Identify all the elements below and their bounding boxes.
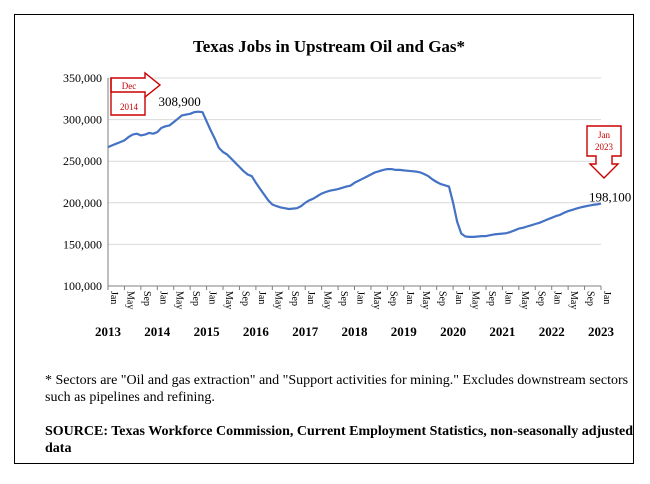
line-chart: Texas Jobs in Upstream Oil and Gas* 100,… [63, 37, 631, 339]
x-tick-label: Sep [239, 291, 250, 306]
footnote: * Sectors are "Oil and gas extraction" a… [45, 373, 629, 405]
y-tick-label: 300,000 [63, 113, 102, 127]
x-tick-label: Sep [585, 291, 596, 306]
annotation-jan-2023: Jan 2023 198,100 [586, 125, 631, 205]
x-tick-label: Sep [535, 291, 546, 306]
y-tick-label: 200,000 [63, 196, 102, 210]
x-tick-label: May [322, 291, 333, 309]
x-year-label: 2019 [391, 324, 418, 339]
x-tick-label: Sep [387, 291, 398, 306]
x-tick-label: May [272, 291, 283, 309]
x-year-label: 2016 [243, 324, 270, 339]
x-tick-label: Sep [141, 291, 152, 306]
x-year-label: 2017 [292, 324, 319, 339]
x-tick-label: May [519, 291, 530, 309]
source-note: SOURCE: Texas Workforce Commission, Curr… [45, 424, 634, 456]
x-tick-label: Jan [305, 291, 316, 304]
x-year-label: 2014 [144, 324, 171, 339]
x-tick-label: Sep [338, 291, 349, 306]
x-year-label: 2021 [489, 324, 515, 339]
x-tick-label: Jan [108, 291, 119, 304]
x-tick-label: May [568, 291, 579, 309]
x-tick-label: May [420, 291, 431, 309]
x-tick-label: May [371, 291, 382, 309]
x-tick-label: Jan [207, 291, 218, 304]
x-year-label: 2018 [342, 324, 369, 339]
x-tick-label: Jan [157, 291, 168, 304]
x-tick-label: Jan [502, 291, 513, 304]
annotation-label: 2023 [595, 142, 614, 152]
x-tick-label: Sep [190, 291, 201, 306]
annotations: Dec 2014 308,900 Jan 2023 198,100 [110, 71, 631, 205]
annotation-arrow-down [586, 125, 622, 179]
x-tick-label: Sep [289, 291, 300, 306]
x-tick-label: Sep [437, 291, 448, 306]
annotation-arrow-right [110, 71, 162, 99]
x-year-label: 2022 [539, 324, 565, 339]
chart-title: Texas Jobs in Upstream Oil and Gas* [193, 37, 465, 56]
x-tick-label: Jan [404, 291, 415, 304]
annotation-dec-2014: Dec 2014 308,900 [110, 71, 201, 116]
x-tick-label: Jan [453, 291, 464, 304]
annotation-label: 2014 [120, 102, 139, 112]
x-tick-label: Jan [552, 291, 563, 304]
x-year-label: 2020 [440, 324, 466, 339]
y-axis: 100,000 150,000 200,000 250,000 300,000 350,0… [63, 71, 109, 293]
x-tick-label: Jan [256, 291, 267, 304]
series-group [107, 110, 602, 238]
x-tick-label: Jan [355, 291, 366, 304]
x-axis: Jan May Sep Jan May Sep Jan May Sep Jan May Sep Jan M… [95, 286, 615, 339]
y-tick-label: 350,000 [63, 71, 102, 85]
x-tick-label: Jan [601, 291, 612, 304]
x-tick-label: May [223, 291, 234, 309]
annotation-label: Dec [122, 81, 137, 91]
x-tick-label: May [174, 291, 185, 309]
x-year-label: 2015 [194, 324, 221, 339]
x-year-label: 2023 [588, 324, 615, 339]
annotation-box [110, 78, 146, 116]
x-tick-label: May [124, 291, 135, 309]
y-tick-label: 150,000 [63, 237, 102, 251]
annotation-label: Jan [598, 130, 610, 140]
y-tick-label: 100,000 [63, 279, 102, 293]
x-tick-label: Sep [486, 291, 497, 306]
x-tick-label: May [470, 291, 481, 309]
x-year-label: 2013 [95, 324, 122, 339]
annotation-value: 198,100 [589, 190, 631, 205]
annotation-value: 308,900 [158, 94, 200, 109]
y-tick-label: 250,000 [63, 154, 102, 168]
chart-frame: Texas Jobs in Upstream Oil and Gas* 100,… [14, 14, 634, 464]
series-line [107, 110, 602, 238]
